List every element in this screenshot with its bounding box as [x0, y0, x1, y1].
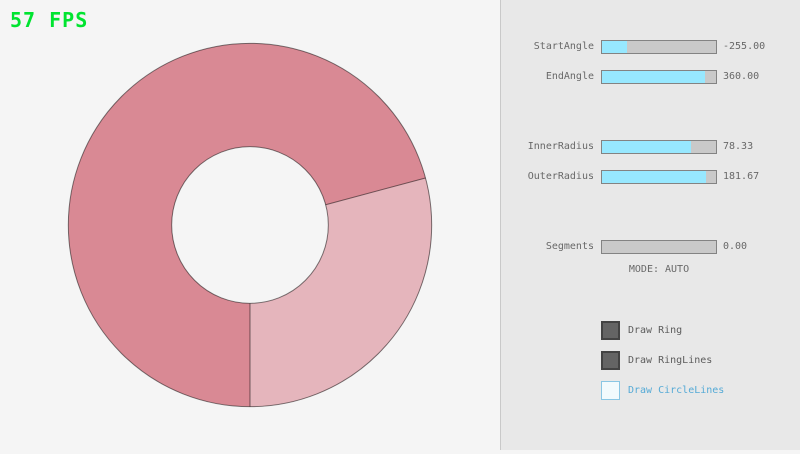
- start-angle-slider[interactable]: [601, 40, 717, 54]
- segments-mode-label: MODE: AUTO: [628, 264, 690, 275]
- slider-row-inner-radius: InnerRadius 78.33: [501, 140, 800, 154]
- slider-row-end-angle: EndAngle 360.00: [501, 70, 800, 84]
- inner-radius-slider-fill: [602, 141, 692, 153]
- end-angle-slider[interactable]: [601, 70, 717, 84]
- draw-circlelines-checkbox[interactable]: Draw CircleLines: [601, 380, 724, 400]
- inner-radius-label: InnerRadius: [527, 141, 594, 152]
- end-angle-label: EndAngle: [545, 71, 594, 82]
- draw-circlelines-checkbox-label: Draw CircleLines: [628, 384, 725, 396]
- draw-ring-checkbox-box[interactable]: [601, 320, 620, 340]
- start-angle-label: StartAngle: [533, 41, 594, 52]
- inner-radius-value: 78.33: [723, 141, 754, 152]
- draw-circlelines-checkbox-box[interactable]: [601, 380, 620, 400]
- draw-ringlines-checkbox[interactable]: Draw RingLines: [601, 350, 712, 370]
- draw-ring-checkbox[interactable]: Draw Ring: [601, 320, 682, 340]
- draw-ring-checkbox-label: Draw Ring: [628, 324, 683, 336]
- control-panel: StartAngle -255.00 EndAngle 360.00 Inner…: [500, 0, 800, 450]
- slider-row-start-angle: StartAngle -255.00: [501, 40, 800, 54]
- segments-slider[interactable]: [601, 240, 717, 254]
- fps-counter: 57 FPS: [10, 8, 89, 32]
- outer-radius-slider-fill: [602, 171, 706, 183]
- drawing-area: 57 FPS: [10, 8, 433, 408]
- outer-radius-value: 181.67: [723, 171, 760, 182]
- draw-ringlines-checkbox-box[interactable]: [601, 350, 620, 370]
- end-angle-value: 360.00: [723, 71, 760, 82]
- start-angle-value: -255.00: [723, 41, 766, 52]
- end-angle-slider-fill: [602, 71, 705, 83]
- slider-row-segments: Segments 0.00: [501, 240, 800, 254]
- start-angle-slider-fill: [602, 41, 627, 53]
- inner-radius-slider[interactable]: [601, 140, 717, 154]
- draw-ringlines-checkbox-label: Draw RingLines: [628, 354, 713, 366]
- segments-label: Segments: [545, 241, 594, 252]
- ring-canvas: [67, 42, 433, 408]
- outer-radius-slider[interactable]: [601, 170, 717, 184]
- slider-row-outer-radius: OuterRadius 181.67: [501, 170, 800, 184]
- segments-value: 0.00: [723, 241, 748, 252]
- outer-radius-label: OuterRadius: [527, 171, 594, 182]
